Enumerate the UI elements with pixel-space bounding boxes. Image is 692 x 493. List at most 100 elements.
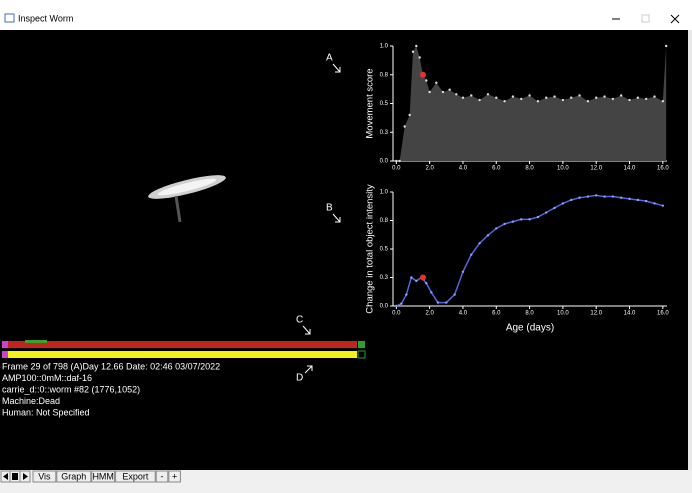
x-tick-label: 10.0 [557, 311, 569, 317]
button-frame [56, 470, 92, 483]
x-axis-label: Age (days) [506, 323, 554, 334]
title-bar [0, 0, 692, 30]
score-point [428, 90, 431, 94]
score-point [520, 97, 523, 101]
score-point [553, 95, 556, 98]
toolbar-button[interactable]: Graph [56, 470, 92, 483]
toolbar-button[interactable]: - [155, 470, 169, 483]
score-point [425, 79, 428, 82]
x-tick-label: 4.0 [459, 166, 468, 172]
score-point [455, 93, 458, 96]
x-tick-label: 14.0 [624, 311, 636, 317]
intensity-point [553, 206, 556, 210]
annotation-group: A B C D [296, 53, 341, 384]
y-tick-label: 1.0 [380, 190, 389, 196]
score-point [578, 94, 581, 97]
button-frame [115, 470, 156, 483]
app-icon [4, 13, 15, 23]
intensity-point [611, 195, 615, 198]
worm-image [148, 175, 226, 223]
y-tick-label: 0.3 [380, 130, 389, 136]
score-point [411, 50, 415, 53]
score-point [398, 159, 401, 163]
intensity-point [528, 218, 531, 221]
score-point [441, 90, 445, 94]
intensity-point [470, 253, 473, 256]
score-point [408, 113, 411, 117]
charts: 0.0 0.3 0.5 0.8 1.0 0.0 2.0 4.0 6.0 8.0 10.0 12.0 14… [365, 44, 670, 334]
score-point [461, 96, 465, 99]
score-point [395, 159, 398, 163]
button-frame [155, 470, 169, 483]
button-label: Graph [61, 471, 86, 481]
y-tick-label: 0.3 [380, 275, 389, 281]
score-point [403, 125, 406, 128]
annotation: A [326, 53, 333, 64]
score-point [636, 96, 640, 99]
x-tick-label: 0.0 [392, 311, 401, 317]
button-label: Export [122, 471, 149, 481]
score-point [545, 96, 548, 99]
annotation: C [296, 315, 303, 326]
axes [392, 192, 667, 307]
annotation: B [326, 203, 333, 214]
intensity-point [495, 227, 498, 230]
x-tick-label: 10.0 [557, 166, 569, 172]
intensity-point [395, 304, 398, 308]
score-point [435, 81, 438, 85]
intensity-point [561, 202, 565, 205]
button-label: HMM [92, 471, 114, 481]
score-point [619, 94, 623, 97]
intensity-point [511, 220, 515, 223]
current-point [419, 71, 426, 78]
score-point [511, 95, 515, 98]
intensity-point [578, 196, 581, 199]
intensity-point [400, 302, 403, 305]
window-title: Inspect Worm [18, 13, 73, 23]
score-point [644, 97, 648, 101]
toolbar-button[interactable]: + [168, 470, 181, 483]
intensity-point [425, 282, 428, 285]
intensity-point [486, 234, 490, 237]
button-label: Vis [38, 471, 51, 481]
button-frame [168, 470, 181, 483]
close-button[interactable] [670, 14, 680, 24]
toolbar-button[interactable]: Vis [32, 470, 57, 483]
score-point [628, 98, 631, 102]
score-point [478, 98, 481, 102]
intensity-point [644, 199, 648, 203]
y-tick-label: 0.8 [380, 218, 389, 224]
y-tick-label: 0.8 [380, 72, 389, 78]
score-point [448, 88, 451, 91]
y-tick-label: 0.0 [380, 159, 389, 165]
button-frame [32, 470, 57, 483]
intensity-point [503, 222, 506, 226]
scrollbar [688, 30, 692, 470]
annotation: D [296, 373, 303, 384]
y-tick-label: 1.0 [380, 44, 389, 50]
toolbar-button[interactable]: HMM [91, 470, 116, 483]
timeline-bars [2, 340, 366, 359]
stop-icon [12, 473, 18, 480]
x-tick-label: 14.0 [624, 166, 636, 172]
main-area [0, 30, 688, 470]
intensity-point [415, 279, 418, 283]
info-line: Machine:Dead [2, 396, 60, 406]
chart: 0.0 0.3 0.5 0.8 1.0 0.0 2.0 4.0 6.0 8.0 10.0 12.0 14… [365, 184, 670, 334]
y-tick-label: 0.5 [380, 247, 389, 253]
y-tick-label: 0.5 [380, 101, 389, 107]
intensity-point [430, 291, 433, 294]
x-tick-label: 12.0 [590, 311, 602, 317]
score-point [495, 96, 498, 99]
score-point [470, 94, 473, 97]
score-point [536, 100, 540, 103]
score-point [418, 56, 421, 59]
intensity-point [445, 301, 448, 304]
button-frame [91, 470, 116, 483]
info-panel: Frame 29 of 798 (A)Day 12.66 Date: 02:46… [2, 361, 220, 417]
maximize-button[interactable] [641, 14, 650, 23]
intensity-point [436, 301, 440, 304]
x-tick-label: 4.0 [459, 311, 468, 317]
toolbar-button[interactable]: Export [115, 470, 156, 483]
x-tick-label: 16.0 [657, 311, 669, 317]
